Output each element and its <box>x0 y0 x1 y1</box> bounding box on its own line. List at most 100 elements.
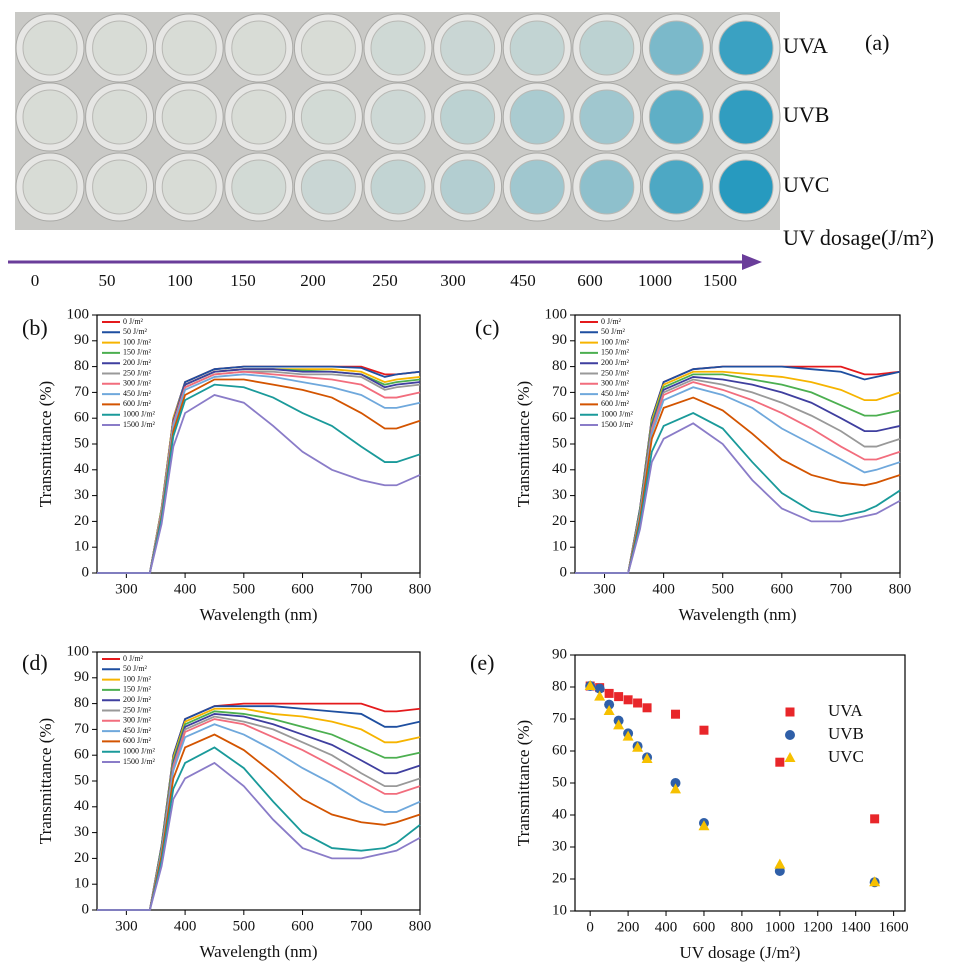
y-tick-label: 60 <box>552 410 567 426</box>
x-tick-label: 300 <box>593 581 616 597</box>
dosage-label: 1500 <box>703 271 737 290</box>
legend-label: 600 J/m² <box>123 399 152 408</box>
legend-label: 300 J/m² <box>123 379 152 388</box>
y-tick-label: 70 <box>74 721 89 737</box>
y-tick-label: 30 <box>552 487 567 503</box>
legend-label: 1000 J/m² <box>123 747 156 756</box>
x-tick-label: 700 <box>830 581 853 597</box>
y-tick-label: 50 <box>74 435 89 451</box>
legend-label: 250 J/m² <box>601 368 630 377</box>
well <box>22 159 78 215</box>
x-tick-label: 200 <box>617 919 640 935</box>
marker <box>642 703 652 713</box>
legend-label: UVA <box>828 701 863 720</box>
well <box>300 20 356 76</box>
marker <box>670 783 682 794</box>
marker <box>584 680 596 691</box>
y-axis-title: Transmittance (%) <box>514 720 533 846</box>
y-tick-label: 50 <box>552 435 567 451</box>
legend-label: 450 J/m² <box>123 389 152 398</box>
y-tick-label: 60 <box>74 747 89 763</box>
y-tick-label: 90 <box>552 646 567 662</box>
marker <box>632 741 644 752</box>
well <box>92 89 148 145</box>
y-tick-label: 90 <box>552 332 567 348</box>
x-tick-label: 700 <box>350 918 373 934</box>
well <box>161 89 217 145</box>
marker <box>614 692 624 702</box>
well <box>648 20 704 76</box>
legend-label: 250 J/m² <box>123 368 152 377</box>
legend-label: 1500 J/m² <box>123 757 156 766</box>
well <box>648 159 704 215</box>
legend-label: 100 J/m² <box>123 674 152 683</box>
y-tick-label: 100 <box>67 643 90 659</box>
legend-label: UVC <box>828 747 864 766</box>
marker <box>671 709 681 719</box>
marker <box>603 705 615 715</box>
y-tick-label: 30 <box>74 824 89 840</box>
legend-label: 1000 J/m² <box>123 410 156 419</box>
y-tick-label: 20 <box>74 850 89 866</box>
well <box>718 20 774 76</box>
marker <box>604 688 614 698</box>
well-grid <box>15 13 781 222</box>
well <box>509 89 565 145</box>
x-tick-label: 1400 <box>841 919 871 935</box>
dosage-label: 450 <box>510 271 536 290</box>
x-tick-label: 500 <box>711 581 734 597</box>
row-label: UVB <box>783 102 829 127</box>
well <box>300 159 356 215</box>
marker <box>613 719 625 730</box>
dosage-label: 1000 <box>638 271 672 290</box>
x-tick-label: 600 <box>771 581 794 597</box>
y-axis-title: Transmittance (%) <box>514 381 533 507</box>
legend-label: 1500 J/m² <box>601 420 634 429</box>
well <box>509 20 565 76</box>
x-axis-title: Wavelength (nm) <box>199 605 317 624</box>
legend-label: 450 J/m² <box>601 389 630 398</box>
x-tick-label: 600 <box>693 919 716 935</box>
y-tick-label: 40 <box>552 806 567 822</box>
legend-label: 150 J/m² <box>123 685 152 694</box>
dosage-label: 100 <box>167 271 193 290</box>
y-tick-label: 70 <box>74 384 89 400</box>
x-tick-label: 600 <box>291 918 314 934</box>
panel-label: (d) <box>22 650 48 675</box>
y-tick-label: 40 <box>74 461 89 477</box>
legend-label: UVB <box>828 724 864 743</box>
x-tick-label: 1600 <box>879 919 909 935</box>
legend-label: 150 J/m² <box>601 348 630 357</box>
well <box>579 89 635 145</box>
x-tick-label: 0 <box>586 919 594 935</box>
y-tick-label: 40 <box>74 798 89 814</box>
series-line <box>97 394 421 574</box>
y-tick-label: 30 <box>552 838 567 854</box>
well <box>231 20 287 76</box>
legend-label: 100 J/m² <box>123 337 152 346</box>
marker <box>699 725 709 735</box>
marker <box>869 876 881 887</box>
marker <box>774 858 786 869</box>
y-tick-label: 20 <box>74 513 89 529</box>
legend-label: 200 J/m² <box>123 358 152 367</box>
legend-label: 50 J/m² <box>123 327 148 336</box>
dosage-label: 50 <box>99 271 116 290</box>
x-tick-label: 300 <box>115 918 138 934</box>
y-tick-label: 100 <box>545 306 568 322</box>
panel-label: (b) <box>22 315 48 340</box>
x-tick-label: 400 <box>174 918 197 934</box>
legend-label: 450 J/m² <box>123 726 152 735</box>
arrow-head <box>742 254 762 270</box>
x-tick-label: 500 <box>233 581 256 597</box>
well <box>579 20 635 76</box>
marker <box>594 683 605 694</box>
x-tick-label: 800 <box>731 919 754 935</box>
well <box>509 159 565 215</box>
marker <box>623 695 633 705</box>
y-axis-title: Transmittance (%) <box>36 718 55 844</box>
panel-label: (c) <box>475 315 499 340</box>
well <box>161 159 217 215</box>
